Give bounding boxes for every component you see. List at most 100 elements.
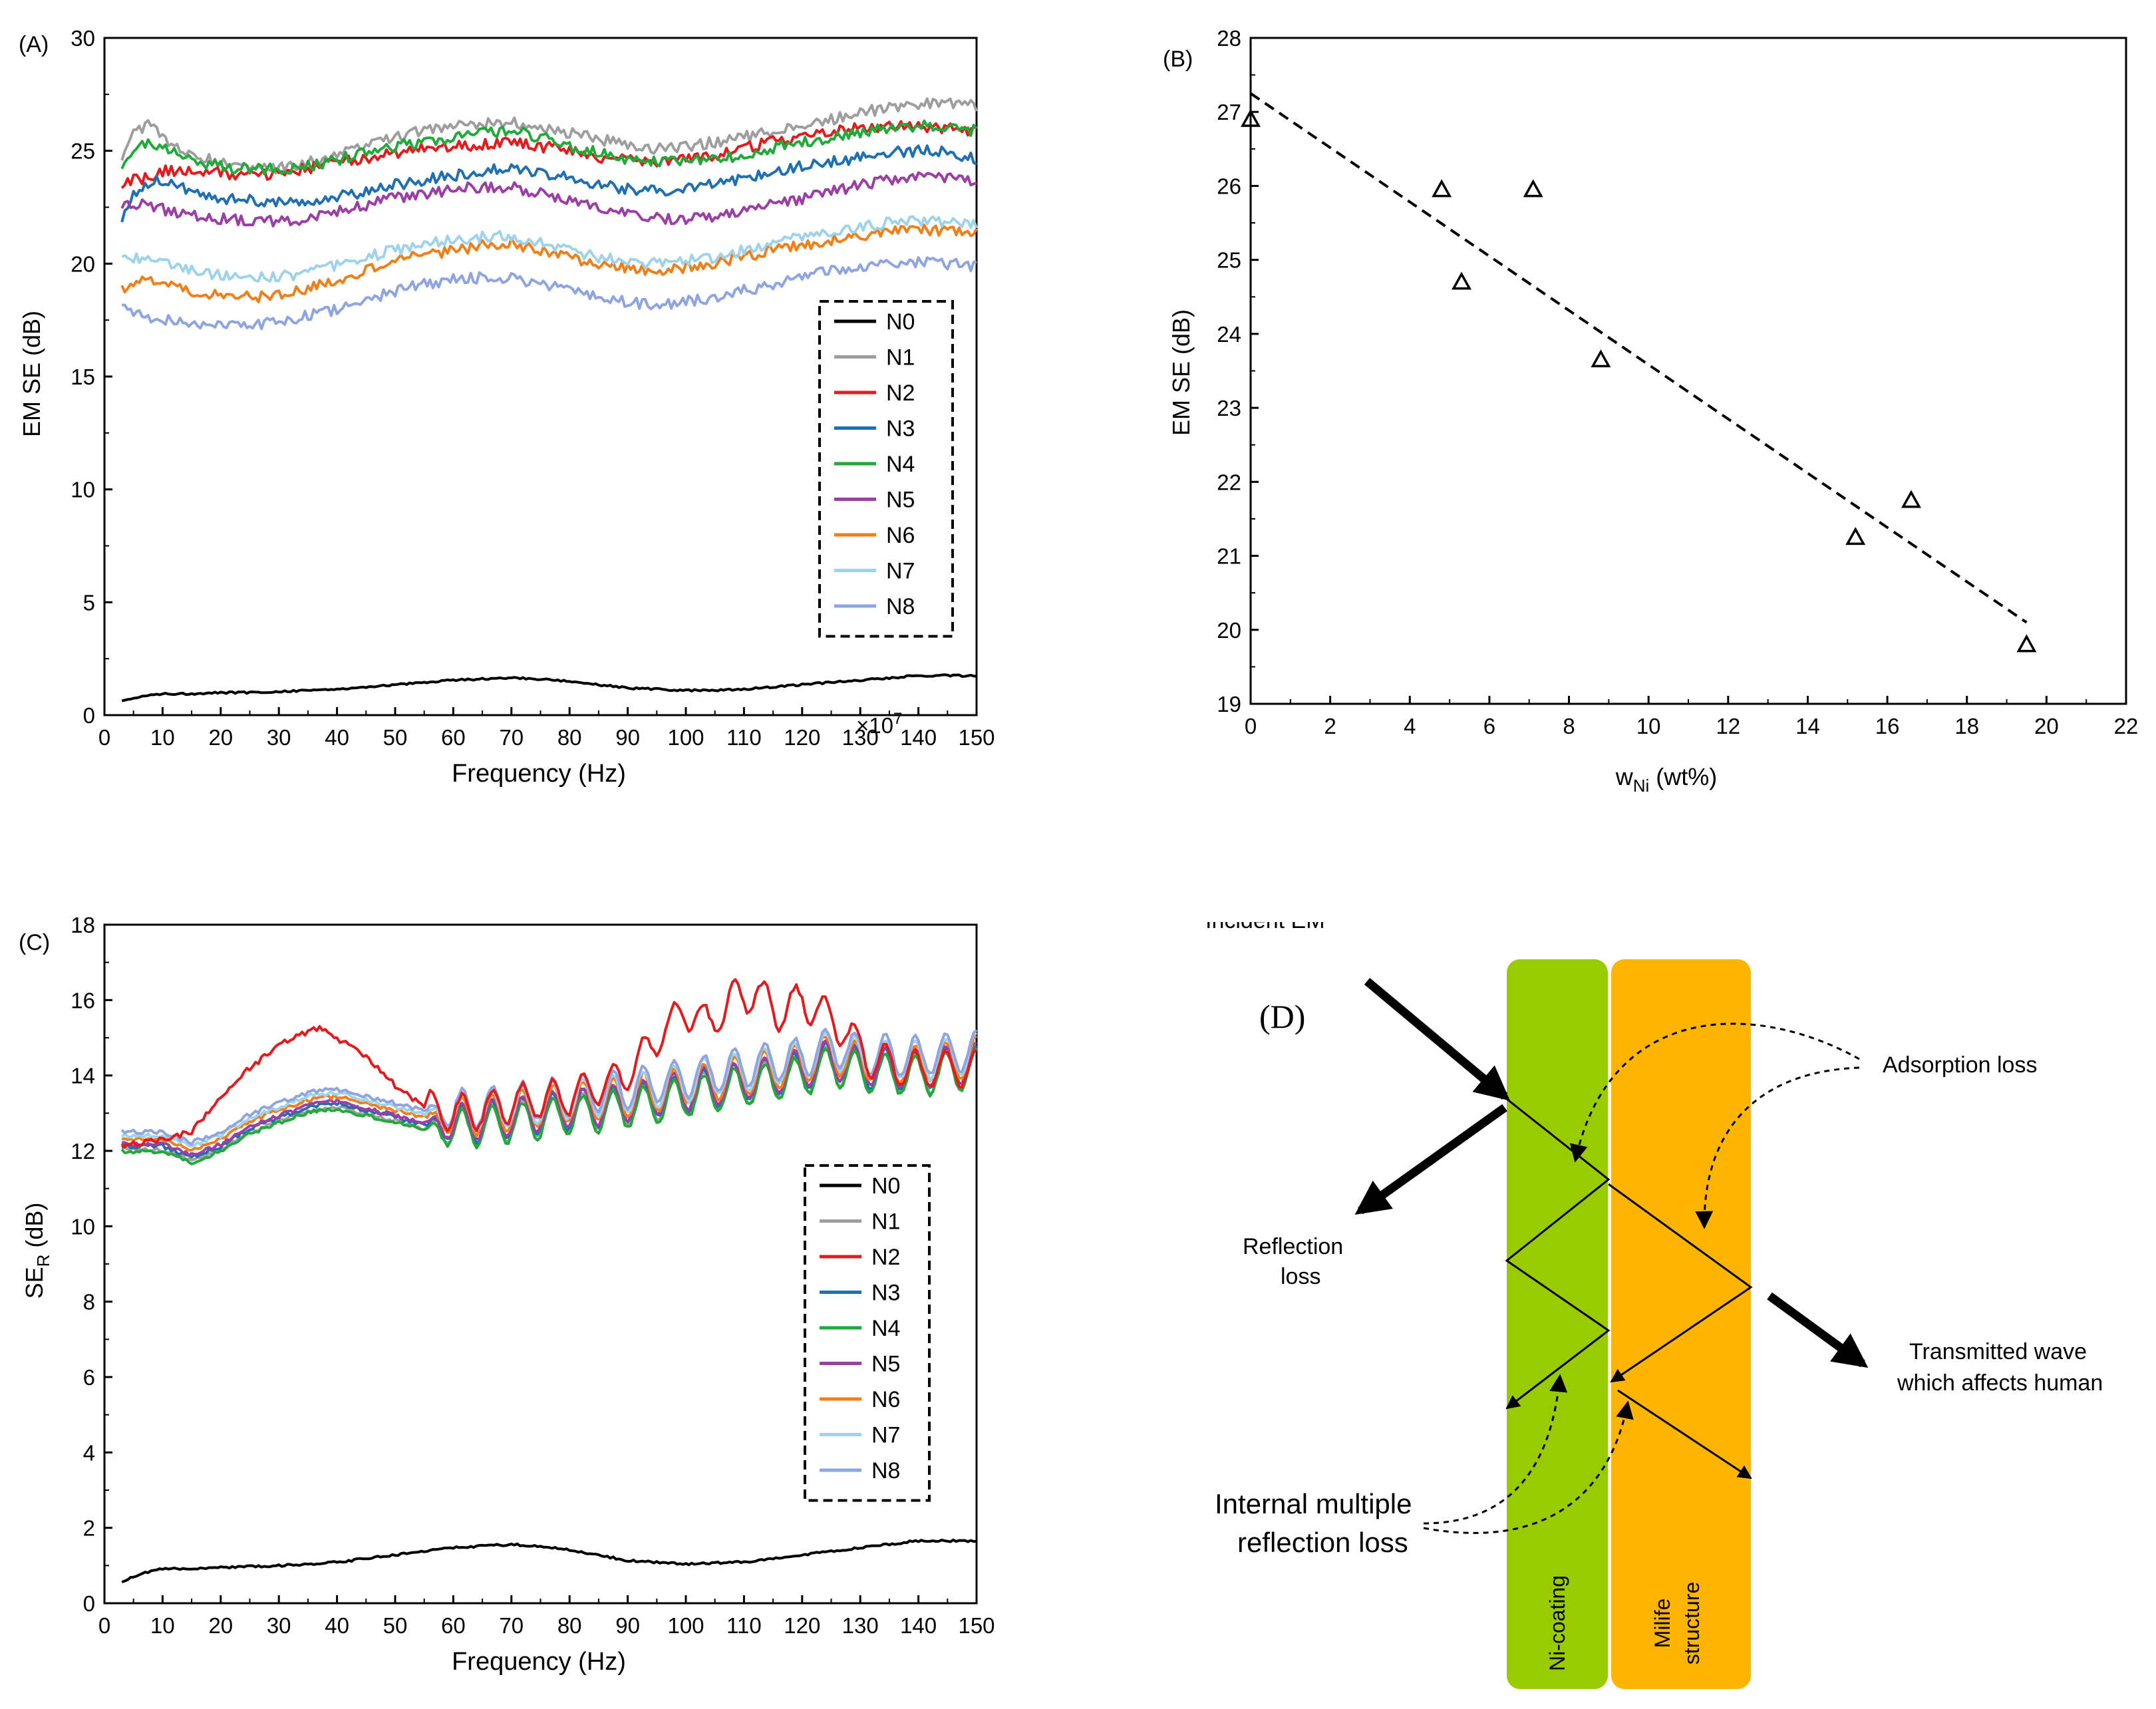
reflection-wave-arrow — [1354, 1104, 1507, 1215]
panel-c-series — [120, 978, 978, 1583]
panel-d-diagram: Incident EM (D) Adsorption loss Reflecti… — [1184, 885, 2103, 1689]
panel-c-y-label-rest: (dB) — [21, 1203, 48, 1255]
legend-label-n5: N5 — [886, 488, 915, 513]
y-tick-label: 6 — [83, 1365, 95, 1390]
x-tick-label: 140 — [900, 1613, 937, 1638]
data-point-0 — [1241, 108, 1261, 127]
adsorption-dashed-curve-2 — [1695, 1066, 1860, 1229]
ni-coating-label: Ni-coating — [1545, 1575, 1569, 1671]
legend-label-n5: N5 — [871, 1352, 900, 1377]
y-tick-label: 12 — [71, 1139, 95, 1164]
series-line-n7 — [121, 215, 978, 283]
x-tick-label: 30 — [267, 725, 291, 750]
internal-loss-label-line1: Internal multiple — [1215, 1488, 1412, 1519]
panel-a-chart: (A) 0 10 20 30 40 50 60 70 80 90 100 110 120 130 140 15… — [18, 26, 995, 788]
y-tick-label: 4 — [83, 1440, 95, 1465]
panel-a-x-multiplier-exp: 7 — [893, 710, 902, 728]
y-tick-label: 18 — [71, 913, 95, 937]
legend-label-n0: N0 — [871, 1173, 900, 1199]
y-tick-label: 10 — [71, 478, 95, 502]
series-line-n0 — [121, 1538, 977, 1583]
series-line-n2 — [120, 978, 978, 1149]
panel-b-chart: (B) 0 2 4 6 8 10 12 14 16 18 20 2219202122232425262… — [1163, 26, 2138, 796]
x-tick-label: 110 — [726, 1613, 762, 1638]
x-tick-label: 50 — [383, 1613, 408, 1638]
y-tick-label: 8 — [83, 1290, 95, 1315]
panel-a-x-multiplier: ×107 — [856, 710, 902, 738]
internal-ray-path-3 — [1617, 1389, 1752, 1479]
x-tick-label: 14 — [1795, 714, 1820, 738]
legend-label-n7: N7 — [886, 559, 915, 584]
panel-c-y-label-sub: R — [33, 1255, 53, 1267]
y-tick-label: 21 — [1217, 544, 1241, 569]
adsorption-dashed-curve-1 — [1569, 1022, 1860, 1163]
plot-frame — [1249, 37, 2127, 705]
x-tick-label: 80 — [557, 1613, 582, 1638]
x-tick-label: 16 — [1875, 714, 1900, 738]
x-tick-label: 4 — [1404, 714, 1416, 738]
adsorption-loss-label: Adsorption loss — [1883, 1052, 2037, 1078]
x-tick-label: 30 — [267, 1613, 291, 1638]
fit-line — [1249, 92, 2028, 624]
x-tick-label: 140 — [900, 725, 937, 750]
x-tick-label: 40 — [325, 1613, 349, 1638]
legend-label-n4: N4 — [871, 1316, 900, 1341]
series-line-n6 — [120, 224, 978, 303]
x-tick-label: 2 — [1324, 714, 1336, 738]
panel-a-x-axis-label: Frequency (Hz) — [452, 760, 626, 788]
y-tick-label: 2 — [83, 1516, 95, 1541]
legend-label-n8: N8 — [886, 594, 915, 619]
panel-c-label: (C) — [19, 930, 50, 955]
panel-a-legend: N0 N1 N2 N3 N4 N5 N6 N7 N8 — [818, 300, 954, 638]
series-line-n4 — [120, 1046, 978, 1165]
legend-label-n2: N2 — [886, 381, 915, 406]
milife-label-line2: structure — [1680, 1582, 1704, 1664]
legend-label-n6: N6 — [871, 1387, 900, 1412]
series-line-n1 — [120, 97, 978, 175]
y-tick-label: 30 — [71, 26, 95, 51]
series-line-n4 — [120, 119, 978, 176]
legend-label-n1: N1 — [871, 1209, 900, 1235]
x-tick-label: 18 — [1954, 714, 1979, 738]
reflection-loss-label-line2: loss — [1281, 1264, 1320, 1289]
series-line-n8 — [122, 256, 977, 331]
x-tick-label: 8 — [1563, 714, 1575, 738]
panel-c-legend: N0 N1 N2 N3 N4 N5 N6 N7 N8 — [804, 1164, 931, 1502]
panel-c-chart: (C) 0 10 20 30 40 50 60 70 80 90 100 110 120 130 140 15… — [19, 913, 995, 1676]
x-tick-label: 130 — [842, 725, 879, 750]
legend-label-n4: N4 — [886, 452, 915, 477]
x-tick-label: 120 — [784, 1613, 820, 1638]
internal-ray-path-2 — [1608, 1183, 1753, 1383]
x-tick-label: 0 — [1245, 714, 1257, 738]
y-tick-label: 26 — [1217, 174, 1241, 198]
legend-label-n1: N1 — [886, 345, 915, 371]
x-tick-label: 120 — [784, 725, 820, 750]
legend-label-n7: N7 — [871, 1423, 900, 1448]
y-tick-label: 0 — [83, 1591, 95, 1616]
panel-b-marks — [1241, 92, 2037, 653]
legend-label-n8: N8 — [871, 1458, 900, 1483]
legend-label-n2: N2 — [871, 1245, 900, 1270]
transmitted-label-line1: Transmitted wave — [1909, 1339, 2087, 1364]
data-point-3 — [1523, 179, 1543, 198]
panel-a-x-multiplier-base: ×10 — [856, 713, 893, 738]
y-tick-label: 16 — [71, 988, 95, 1012]
panel-c-x-axis-label: Frequency (Hz) — [452, 1648, 626, 1676]
panel-b-x-label-main: w — [1615, 763, 1634, 790]
x-tick-label: 0 — [98, 725, 110, 750]
y-tick-label: 23 — [1217, 396, 1241, 420]
y-tick-label: 19 — [1217, 692, 1241, 716]
x-tick-label: 10 — [150, 725, 175, 750]
y-tick-label: 20 — [71, 251, 95, 276]
y-tick-label: 0 — [83, 703, 95, 728]
x-tick-label: 130 — [842, 1613, 879, 1638]
milife-label-line1: Milife — [1650, 1599, 1674, 1648]
x-tick-label: 10 — [1636, 714, 1661, 738]
legend-label-n3: N3 — [886, 416, 915, 442]
x-tick-label: 6 — [1483, 714, 1495, 738]
x-tick-label: 110 — [726, 725, 762, 750]
x-tick-label: 70 — [499, 725, 524, 750]
panel-c-axes: 0 10 20 30 40 50 60 70 80 90 100 110 120 130 140 150 0 2 4… — [71, 913, 995, 1638]
y-tick-label: 25 — [1217, 248, 1241, 273]
